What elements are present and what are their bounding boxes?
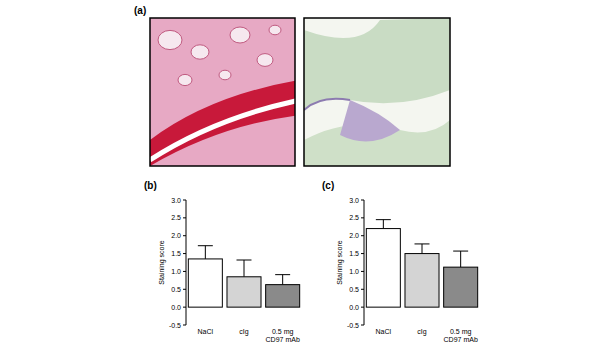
marrow-space bbox=[219, 70, 231, 80]
error-bar bbox=[244, 260, 245, 277]
cartilage-stain bbox=[150, 80, 295, 166]
bars bbox=[366, 220, 477, 308]
x-tick-label: cIg bbox=[239, 328, 248, 336]
y-tick bbox=[361, 271, 364, 272]
tissue bbox=[304, 18, 450, 110]
y-tick-label: 2.5 bbox=[171, 214, 181, 221]
bar bbox=[266, 285, 300, 308]
y-tick bbox=[361, 200, 364, 201]
cell-infiltrate bbox=[340, 100, 400, 141]
error-cap bbox=[453, 251, 468, 252]
bar-chart: (c) Staining score -0.5 0.0 0.5 1.0 1.5 2.0 2.5 3… bbox=[322, 180, 478, 343]
error-cap bbox=[237, 260, 252, 261]
error-cap bbox=[198, 245, 213, 246]
frame bbox=[304, 18, 450, 166]
y-tick bbox=[361, 325, 364, 326]
axis-label: Staining score bbox=[336, 240, 344, 284]
joint-space bbox=[150, 100, 295, 160]
micrograph-left bbox=[150, 18, 300, 166]
label-line: 0.5 mg bbox=[272, 328, 294, 336]
x-tick-label: 0.5 mgCD97 mAb bbox=[266, 328, 300, 343]
y-tick bbox=[183, 289, 186, 290]
y-tick-label: 1.5 bbox=[171, 250, 181, 257]
axis-label: Staining score bbox=[158, 240, 166, 284]
figure: (a) (b) Staining score -0.5 0.0 0.5 1.0 1.5 2.0 2… bbox=[0, 0, 600, 348]
error-bar bbox=[460, 251, 461, 267]
bar bbox=[366, 229, 400, 308]
label-line: NaCl bbox=[376, 328, 392, 335]
y-tick-label: 1.5 bbox=[349, 250, 359, 257]
x-tick-label: NaCl bbox=[198, 328, 214, 335]
y-tick bbox=[183, 253, 186, 254]
bar bbox=[188, 259, 222, 307]
micrograph-left-content bbox=[150, 18, 295, 166]
marrow-space bbox=[269, 25, 281, 35]
y-axis bbox=[186, 200, 187, 325]
error-bar bbox=[383, 220, 384, 229]
x-tick-label: 0.5 mgCD97 mAb bbox=[444, 328, 478, 343]
y-tick-label: -0.5 bbox=[347, 322, 359, 329]
y-tick bbox=[183, 325, 186, 326]
y-tick-label: 3.0 bbox=[171, 197, 181, 204]
panel-label: (c) bbox=[322, 180, 334, 191]
y-tick bbox=[183, 235, 186, 236]
y-tick bbox=[183, 271, 186, 272]
bar bbox=[405, 254, 439, 308]
marrow-space bbox=[257, 54, 273, 67]
label-line: NaCl bbox=[198, 328, 214, 335]
marrow-space bbox=[178, 74, 192, 85]
error-bar bbox=[205, 246, 206, 259]
bar bbox=[227, 277, 261, 307]
y-tick bbox=[361, 235, 364, 236]
error-bar bbox=[282, 275, 283, 285]
error-cap bbox=[415, 243, 430, 244]
y-tick-label: 0.0 bbox=[171, 304, 181, 311]
y-tick-label: 1.0 bbox=[349, 268, 359, 275]
y-tick bbox=[361, 253, 364, 254]
label-line: cIg bbox=[417, 328, 426, 336]
marrow-space bbox=[230, 27, 250, 43]
y-tick-label: 1.0 bbox=[171, 268, 181, 275]
x-tick-label: cIg bbox=[417, 328, 426, 336]
marrow-space bbox=[191, 45, 209, 59]
y-tick-label: 2.0 bbox=[349, 232, 359, 239]
y-tick bbox=[183, 307, 186, 308]
y-tick bbox=[361, 289, 364, 290]
label-line: CD97 mAb bbox=[444, 336, 478, 343]
bar-chart: (b) Staining score -0.5 0.0 0.5 1.0 1.5 2.0 2.5 3… bbox=[144, 180, 300, 343]
bar bbox=[444, 267, 478, 307]
frame bbox=[150, 18, 295, 166]
marrow-space bbox=[158, 30, 182, 49]
y-tick-label: -0.5 bbox=[169, 322, 181, 329]
micrograph-right bbox=[304, 18, 450, 166]
panel-label: (a) bbox=[134, 5, 146, 16]
y-tick bbox=[183, 200, 186, 201]
y-tick bbox=[183, 217, 186, 218]
y-tick-label: 0.5 bbox=[349, 286, 359, 293]
micrograph-right-content bbox=[304, 18, 450, 166]
surface bbox=[304, 99, 350, 110]
label-line: 0.5 mg bbox=[450, 328, 472, 336]
label-line: CD97 mAb bbox=[266, 336, 300, 343]
x-tick-label: NaCl bbox=[376, 328, 392, 335]
error-cap bbox=[376, 219, 391, 220]
y-tick bbox=[361, 217, 364, 218]
y-tick-label: 0.0 bbox=[349, 304, 359, 311]
y-tick-label: 3.0 bbox=[349, 197, 359, 204]
y-tick-label: 2.5 bbox=[349, 214, 359, 221]
y-axis bbox=[364, 200, 365, 325]
y-tick-label: 2.0 bbox=[171, 232, 181, 239]
label-line: cIg bbox=[239, 328, 248, 336]
bars bbox=[188, 246, 299, 307]
y-tick bbox=[361, 307, 364, 308]
error-bar bbox=[422, 244, 423, 254]
panel-label: (b) bbox=[144, 180, 157, 191]
y-tick-label: 0.5 bbox=[171, 286, 181, 293]
background bbox=[304, 18, 450, 166]
error-cap bbox=[275, 274, 290, 275]
